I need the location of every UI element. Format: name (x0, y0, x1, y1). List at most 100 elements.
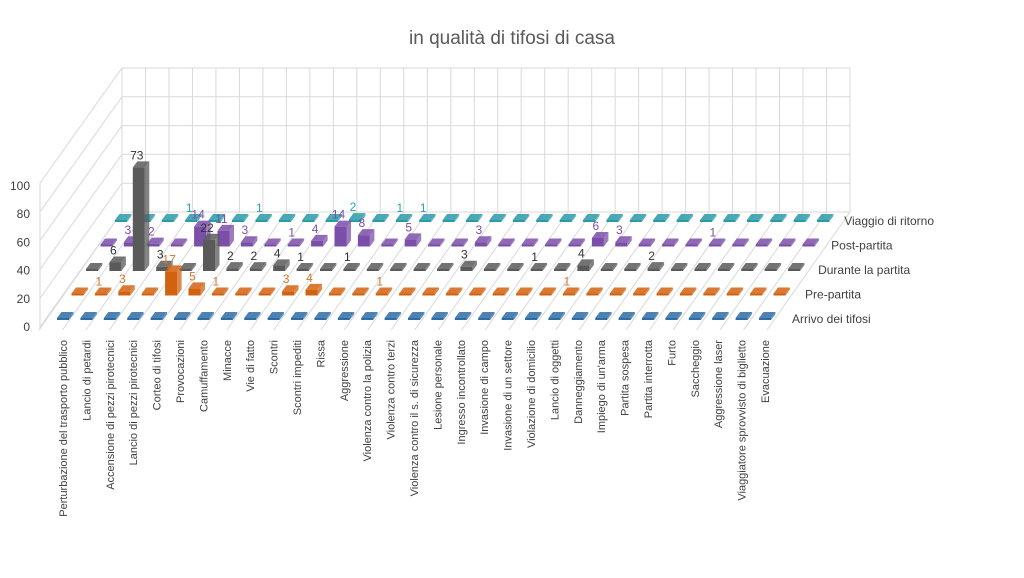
bar-side (332, 263, 337, 271)
bar-front (395, 220, 408, 222)
bar-top (305, 283, 322, 290)
bar-front (390, 269, 403, 271)
bar-side (252, 236, 258, 247)
bar (656, 287, 673, 296)
bar (208, 214, 226, 222)
category-label: Aggressione (339, 340, 351, 401)
bar (521, 238, 539, 247)
bar-front (115, 220, 127, 222)
chart-title: in qualità di tifosi di casa (409, 28, 615, 49)
data-label: 11 (215, 212, 228, 226)
bar-top (530, 263, 548, 269)
bar-front (408, 318, 420, 320)
bar-side (466, 312, 472, 320)
category-label: Ingresso incontrollato (456, 340, 468, 445)
bar-side (449, 263, 454, 271)
bar-side (688, 214, 694, 222)
bar-top (559, 214, 577, 220)
bar: 1 (185, 201, 202, 222)
bar-side (560, 312, 565, 320)
bar-side (618, 214, 623, 222)
bar-front (793, 220, 806, 222)
bar-side (139, 312, 144, 320)
bar-side (574, 287, 580, 296)
bar-top (512, 214, 530, 220)
bar-front (676, 220, 689, 222)
series-label: Pre-partita (805, 288, 861, 302)
bar (788, 263, 805, 271)
category-label: Accensione di pezzi pirotecnici (105, 340, 117, 490)
floor-gridline (508, 211, 593, 331)
bar-front (94, 293, 107, 296)
bar-side (197, 214, 202, 222)
bar: 4 (305, 271, 322, 296)
floor-gridline (179, 211, 264, 331)
bar-front (451, 244, 464, 247)
bar-front (764, 269, 777, 271)
bar-side (729, 263, 735, 271)
data-label: 1 (256, 201, 263, 215)
bar-side (504, 287, 510, 296)
data-label: 3 (283, 272, 290, 286)
bar-front (817, 220, 829, 222)
bar (174, 312, 191, 320)
bar-top (188, 282, 205, 289)
bar-side (425, 263, 431, 271)
bar-side (162, 312, 168, 320)
bar-side (276, 238, 281, 247)
bar-front (249, 268, 262, 271)
bar-top (232, 214, 249, 220)
bar-front (174, 318, 186, 320)
bar-top (554, 263, 571, 269)
bar-front (554, 269, 566, 271)
bar-front (773, 293, 786, 296)
bar-side (706, 263, 711, 271)
bar-top (302, 214, 319, 220)
bar-top (671, 263, 688, 269)
bar-top (343, 263, 360, 269)
bar (559, 214, 577, 222)
bar-front (147, 243, 160, 247)
bar: 1 (562, 275, 580, 296)
bar (71, 287, 88, 296)
bar-top (489, 214, 506, 220)
side-wall-gridline (39, 182, 123, 299)
bar-top (656, 287, 673, 294)
bar-side (378, 263, 384, 271)
floor-gridline (719, 211, 804, 331)
bar-front (802, 244, 815, 247)
bar-front (571, 318, 584, 320)
bar (115, 214, 132, 222)
bar-side (159, 237, 164, 247)
bar-side (261, 262, 267, 271)
data-label: 1 (344, 250, 351, 264)
bar-front (633, 293, 646, 296)
bar-side (738, 287, 744, 296)
bar-side (548, 214, 553, 222)
bar-front (539, 293, 552, 296)
side-wall-gridline (39, 125, 123, 241)
bar-side (144, 161, 150, 271)
bar-top (764, 263, 782, 269)
bar-front (328, 293, 341, 296)
data-label: 22 (200, 221, 214, 235)
bar (372, 214, 389, 222)
data-label: 14 (191, 208, 205, 222)
bar-top (244, 312, 261, 318)
series-label: Post-partita (831, 239, 893, 253)
chart-walls (38, 67, 851, 331)
bar-top (442, 214, 460, 220)
bar-top (615, 236, 632, 243)
bar-side (753, 263, 758, 271)
bar-top (437, 263, 454, 269)
bar-side (244, 214, 249, 222)
bar-top (185, 214, 202, 220)
bar-top (147, 237, 164, 244)
bar (445, 287, 463, 296)
bar-side (595, 214, 600, 222)
bar (793, 214, 811, 222)
bar-top (197, 312, 214, 318)
bar-front (384, 318, 397, 320)
bar (366, 263, 384, 271)
bar-front (258, 293, 271, 296)
